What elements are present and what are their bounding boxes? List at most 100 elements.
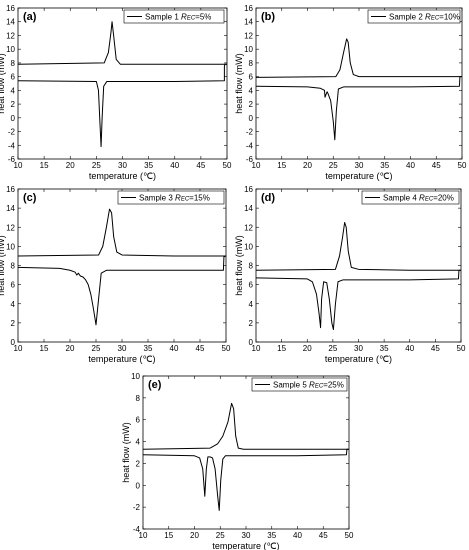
cooling-curve <box>142 448 349 511</box>
panel-label: (e) <box>148 379 162 391</box>
y-tick-label: 10 <box>6 45 15 54</box>
x-tick-label: 10 <box>252 344 261 353</box>
legend-box <box>123 9 225 24</box>
x-tick-label: 25 <box>216 531 225 540</box>
x-tick-label: 20 <box>190 531 199 540</box>
y-tick-label: 12 <box>6 31 15 40</box>
x-tick-label: 40 <box>293 531 302 540</box>
y-tick-label: 14 <box>6 204 15 213</box>
y-tick-label: 14 <box>244 204 253 213</box>
legend-label: Sample 4 REC=20% <box>383 194 454 203</box>
x-tick-label: 50 <box>345 531 354 540</box>
x-axis-title: temperature (℃) <box>325 171 392 181</box>
panel-2: 10 15 20 25 30 35 40 45 50 -6 -4 -2 0 2 4 6 8 10 12 14 16 tem… <box>234 4 467 181</box>
x-tick-label: 10 <box>252 161 261 170</box>
x-tick-label: 35 <box>144 161 153 170</box>
heating-curve <box>255 38 462 78</box>
x-tick-label: 15 <box>277 344 286 353</box>
heating-curve <box>255 221 461 271</box>
y-tick-label: 0 <box>11 114 16 123</box>
y-tick-label: -4 <box>133 525 141 534</box>
heating-curve <box>142 402 349 450</box>
y-tick-label: 6 <box>11 281 16 290</box>
x-tick-label: 30 <box>242 531 251 540</box>
x-tick-label: 25 <box>92 161 101 170</box>
panel-label: (a) <box>23 11 37 23</box>
y-tick-label: 10 <box>244 242 253 251</box>
x-tick-label: 40 <box>170 161 179 170</box>
legend-box <box>361 190 460 205</box>
y-tick-label: 16 <box>6 185 15 194</box>
x-tick-label: 40 <box>170 344 179 353</box>
cooling-curve <box>255 269 461 331</box>
x-tick-label: 30 <box>118 161 127 170</box>
legend-label: Sample 3 REC=15% <box>139 194 210 203</box>
x-axis-title: temperature (℃) <box>89 171 156 181</box>
x-axis-title: temperature (℃) <box>212 541 279 550</box>
y-tick-label: 2 <box>11 100 16 109</box>
x-tick-label: 50 <box>223 161 232 170</box>
y-tick-label: 4 <box>11 86 16 95</box>
y-tick-label: 0 <box>11 338 16 347</box>
y-tick-label: 10 <box>131 372 140 381</box>
panel-label: (b) <box>261 11 275 23</box>
y-tick-label: 16 <box>6 4 15 13</box>
legend-box <box>367 9 461 24</box>
x-tick-label: 45 <box>431 344 440 353</box>
y-tick-label: -2 <box>246 128 254 137</box>
x-tick-label: 35 <box>380 344 389 353</box>
legend-label: Sample 2 REC=10% <box>389 13 460 22</box>
x-tick-label: 50 <box>457 344 466 353</box>
x-tick-label: 30 <box>354 344 363 353</box>
x-tick-label: 20 <box>303 161 312 170</box>
panel-5: 10 15 20 25 30 35 40 45 50 -4 -2 0 2 4 6 8 10 temperature… <box>121 372 354 550</box>
heating-curve <box>17 208 226 257</box>
x-tick-label: 25 <box>328 344 337 353</box>
y-tick-label: 0 <box>249 338 254 347</box>
y-tick-label: 0 <box>136 481 141 490</box>
x-tick-label: 20 <box>303 344 312 353</box>
x-tick-label: 30 <box>355 161 364 170</box>
x-tick-label: 50 <box>458 161 467 170</box>
y-tick-label: 4 <box>136 438 141 447</box>
y-tick-label: 8 <box>136 394 141 403</box>
y-tick-label: 2 <box>249 319 254 328</box>
x-tick-label: 50 <box>222 344 231 353</box>
y-axis-title: heat flow (mW) <box>234 235 244 296</box>
x-tick-label: 40 <box>406 161 415 170</box>
y-axis-title: heat flow (mW) <box>234 53 244 114</box>
y-tick-label: 14 <box>244 18 253 27</box>
y-tick-label: 6 <box>249 73 254 82</box>
x-tick-label: 20 <box>66 344 75 353</box>
x-tick-label: 25 <box>329 161 338 170</box>
y-tick-label: 16 <box>244 185 253 194</box>
x-tick-label: 15 <box>164 531 173 540</box>
x-tick-label: 10 <box>14 344 23 353</box>
y-tick-label: 14 <box>6 18 15 27</box>
legend-label: Sample 1 REC=5% <box>145 13 211 22</box>
y-tick-label: 16 <box>244 4 253 13</box>
x-tick-label: 15 <box>277 161 286 170</box>
x-tick-label: 40 <box>405 344 414 353</box>
y-tick-label: 12 <box>244 31 253 40</box>
x-tick-label: 45 <box>319 531 328 540</box>
legend-box <box>117 190 225 205</box>
x-tick-label: 15 <box>40 161 49 170</box>
y-axis-title: heat flow (mW) <box>0 53 6 114</box>
x-tick-label: 10 <box>14 161 23 170</box>
x-axis-title: temperature (℃) <box>88 354 155 364</box>
y-tick-label: 4 <box>249 300 254 309</box>
legend-label: Sample 5 REC=25% <box>273 381 344 390</box>
y-tick-label: 2 <box>249 100 254 109</box>
x-tick-label: 45 <box>196 344 205 353</box>
y-tick-label: 12 <box>244 223 253 232</box>
cooling-curve <box>255 76 462 141</box>
x-tick-label: 25 <box>92 344 101 353</box>
panel-label: (c) <box>23 192 37 204</box>
cooling-curve <box>17 255 227 326</box>
y-tick-label: 10 <box>6 242 15 251</box>
panel-label: (d) <box>261 192 275 204</box>
y-tick-label: 8 <box>11 262 16 271</box>
x-tick-label: 10 <box>139 531 148 540</box>
